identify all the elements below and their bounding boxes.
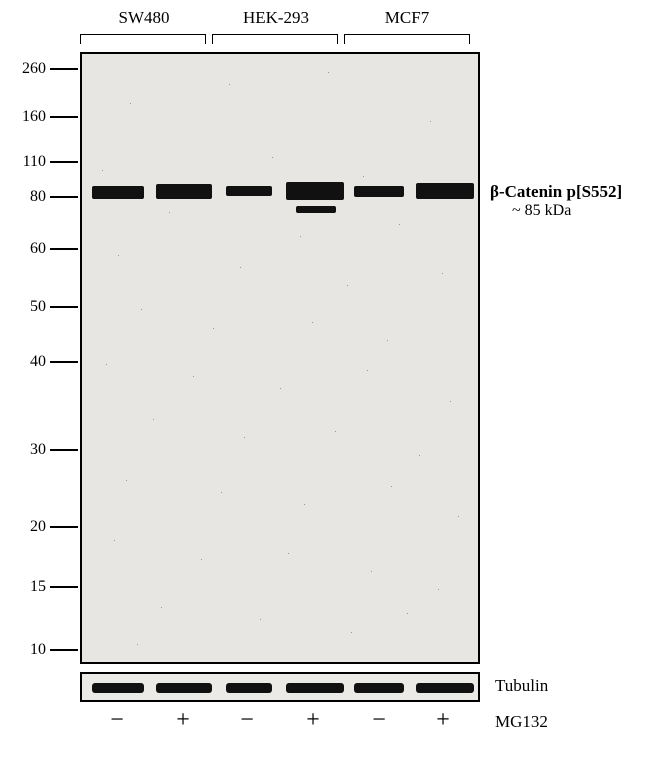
protein-band bbox=[92, 186, 144, 199]
mw-marker: 260 bbox=[12, 61, 78, 77]
treatment-plus-icon: + bbox=[298, 708, 328, 732]
mw-tick-icon bbox=[50, 361, 78, 363]
treatment-row: − + − + − + bbox=[80, 708, 480, 734]
mw-marker: 160 bbox=[12, 109, 78, 125]
protein-label-block: β-Catenin p[S552] ~ 85 kDa bbox=[490, 182, 645, 220]
mw-tick-icon bbox=[50, 116, 78, 118]
film-noise bbox=[82, 54, 478, 662]
treatment-minus-icon: − bbox=[232, 708, 262, 732]
treatment-plus-icon: + bbox=[428, 708, 458, 732]
sample-labels-row: SW480 HEK-293 MCF7 bbox=[80, 8, 480, 48]
mw-marker: 80 bbox=[12, 189, 78, 205]
sample-bracket-mcf7 bbox=[344, 34, 470, 44]
tubulin-band bbox=[286, 683, 344, 693]
sample-label-sw480: SW480 bbox=[80, 8, 208, 28]
treatment-minus-icon: − bbox=[102, 708, 132, 732]
mw-tick-icon bbox=[50, 649, 78, 651]
mw-marker: 10 bbox=[12, 642, 78, 658]
mw-tick-icon bbox=[50, 306, 78, 308]
protein-size: ~ 85 kDa bbox=[490, 202, 645, 220]
mw-tick-icon bbox=[50, 68, 78, 70]
mw-marker: 110 bbox=[12, 154, 78, 170]
mw-marker: 30 bbox=[12, 442, 78, 458]
mw-tick-icon bbox=[50, 196, 78, 198]
mw-marker: 60 bbox=[12, 241, 78, 257]
mw-tick-icon bbox=[50, 449, 78, 451]
mw-marker: 20 bbox=[12, 519, 78, 535]
treatment-label: MG132 bbox=[495, 712, 548, 732]
tubulin-band bbox=[226, 683, 272, 693]
protein-band-secondary bbox=[296, 206, 336, 213]
protein-band bbox=[416, 183, 474, 199]
protein-band bbox=[226, 186, 272, 196]
main-blot-panel bbox=[80, 52, 480, 664]
sample-bracket-hek293 bbox=[212, 34, 338, 44]
sample-bracket-sw480 bbox=[80, 34, 206, 44]
mw-tick-icon bbox=[50, 161, 78, 163]
treatment-plus-icon: + bbox=[168, 708, 198, 732]
tubulin-band bbox=[92, 683, 144, 693]
tubulin-label: Tubulin bbox=[495, 676, 548, 696]
protein-band bbox=[286, 182, 344, 200]
mw-marker: 50 bbox=[12, 299, 78, 315]
tubulin-band bbox=[354, 683, 404, 693]
protein-name: β-Catenin p[S552] bbox=[490, 182, 645, 202]
sample-label-mcf7: MCF7 bbox=[344, 8, 470, 28]
molecular-weight-ladder: 260 160 110 80 60 50 40 30 20 15 10 bbox=[0, 52, 78, 664]
tubulin-band bbox=[416, 683, 474, 693]
protein-band bbox=[354, 186, 404, 197]
mw-tick-icon bbox=[50, 526, 78, 528]
mw-tick-icon bbox=[50, 248, 78, 250]
protein-band bbox=[156, 184, 212, 199]
mw-marker: 40 bbox=[12, 354, 78, 370]
western-blot-figure: SW480 HEK-293 MCF7 260 160 110 80 60 50 … bbox=[0, 0, 650, 772]
treatment-minus-icon: − bbox=[364, 708, 394, 732]
sample-label-hek293: HEK-293 bbox=[212, 8, 340, 28]
tubulin-blot-panel bbox=[80, 672, 480, 702]
tubulin-band bbox=[156, 683, 212, 693]
mw-marker: 15 bbox=[12, 579, 78, 595]
mw-tick-icon bbox=[50, 586, 78, 588]
